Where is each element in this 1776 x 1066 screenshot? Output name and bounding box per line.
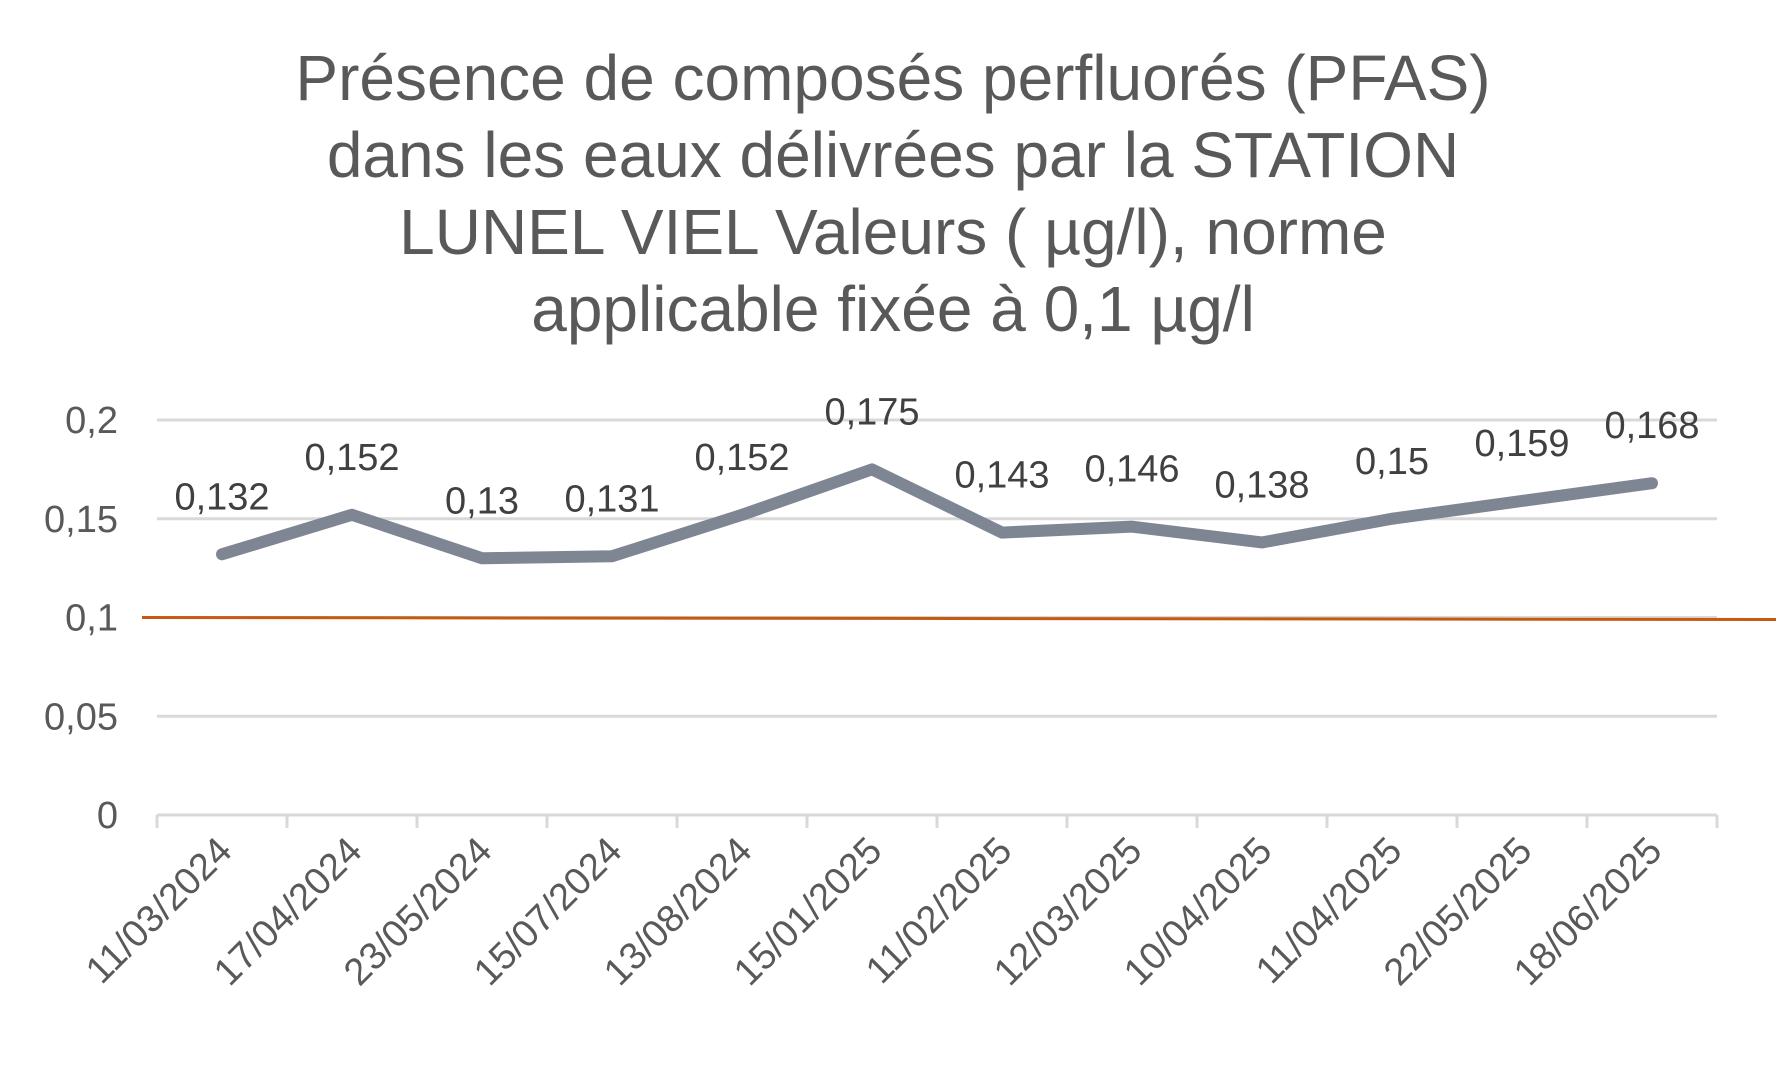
data-point <box>1000 530 1004 535</box>
data-point <box>1650 481 1654 486</box>
data-label: 0,168 <box>1604 405 1699 447</box>
chart-title: Présence de composés perfluorés (PFAS)da… <box>295 42 1490 345</box>
data-label: 0,175 <box>824 391 919 433</box>
data-point <box>220 552 224 557</box>
data-label: 0,15 <box>1355 441 1429 483</box>
data-label: 0,138 <box>1214 464 1309 506</box>
y-tick-label: 0,05 <box>44 696 118 738</box>
series-line <box>216 463 1658 565</box>
data-point <box>1260 540 1264 545</box>
data-point <box>350 512 354 517</box>
data-label: 0,152 <box>304 437 399 479</box>
y-tick-label: 0,15 <box>44 499 118 541</box>
data-label: 0,146 <box>1084 449 1179 491</box>
y-tick-label: 0,2 <box>65 400 118 442</box>
data-point <box>1390 516 1394 521</box>
y-tick-label: 0,1 <box>65 598 118 640</box>
data-series <box>216 463 1658 565</box>
chart-title-line: Présence de composés perfluorés (PFAS) <box>295 42 1490 114</box>
data-point <box>1520 498 1524 503</box>
data-label: 0,131 <box>564 478 659 520</box>
data-labels: 0,132 0,152 0,13 0,131 0,152 0,175 0,143 0,146 0… <box>174 391 1699 522</box>
data-point <box>740 512 744 517</box>
y-tick-label: 0 <box>97 795 118 837</box>
data-label: 0,152 <box>694 437 789 479</box>
chart-title-line: LUNEL VIEL Valeurs ( µg/l), norme <box>399 196 1387 268</box>
x-axis-tick-labels: 11/03/202417/04/202423/05/202415/07/2024… <box>78 830 1670 994</box>
reference-line <box>141 616 1776 621</box>
data-label: 0,159 <box>1474 423 1569 465</box>
data-point <box>1130 524 1134 529</box>
y-axis-tick-labels: 0 0,05 0,1 0,15 0,2 <box>44 400 118 837</box>
data-label: 0,13 <box>445 480 519 522</box>
data-label: 0,143 <box>954 455 1049 497</box>
chart-title-line: applicable fixée à 0,1 µg/l <box>531 273 1255 345</box>
norm-reference-line <box>141 616 1776 621</box>
data-point <box>870 467 874 472</box>
data-point <box>610 554 614 559</box>
data-point <box>480 556 484 561</box>
x-axis <box>155 813 1719 828</box>
chart-title-line: dans les eaux délivrées par la STATION <box>327 119 1459 191</box>
data-label: 0,132 <box>174 476 269 518</box>
